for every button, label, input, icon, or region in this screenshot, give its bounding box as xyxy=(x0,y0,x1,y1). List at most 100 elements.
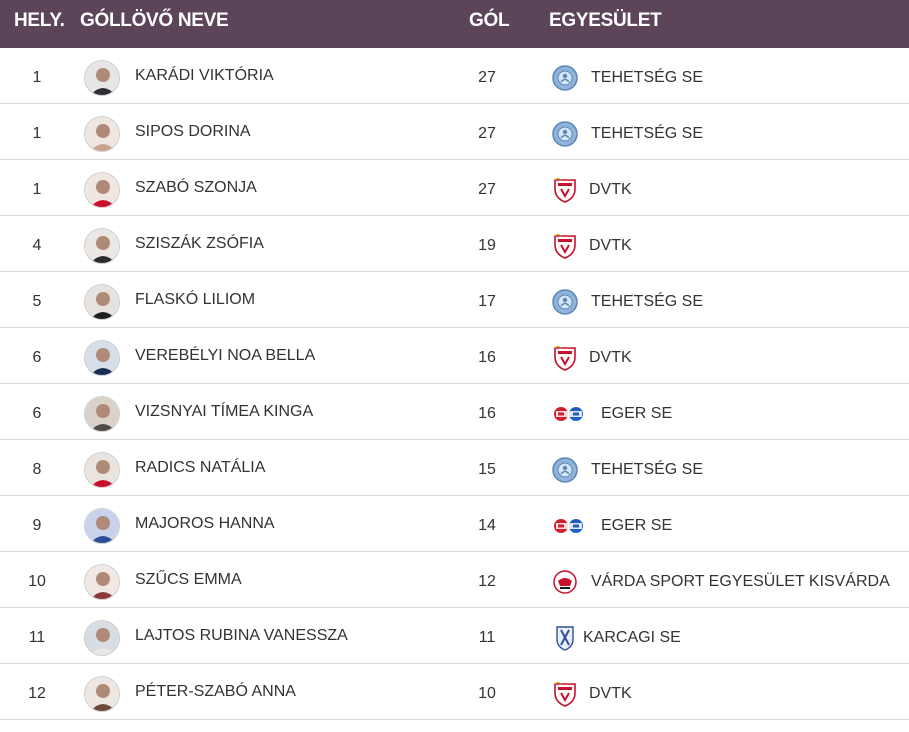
table-row[interactable]: 1 SZABÓ SZONJA 27 DVTK xyxy=(0,160,909,216)
tehetseg-crest-icon xyxy=(552,65,578,91)
table-row[interactable]: 1 KARÁDI VIKTÓRIA 27 TEHETSÉG SE xyxy=(0,48,909,104)
player-photo-icon xyxy=(85,397,119,431)
goals-cell: 11 xyxy=(478,629,496,646)
goals-cell: 10 xyxy=(478,685,496,702)
rank-cell: 6 xyxy=(32,349,42,366)
dvtk-crest-icon xyxy=(552,177,578,203)
player-avatar xyxy=(84,340,120,376)
column-header-rank: HELY. xyxy=(14,10,65,31)
goals-cell: 19 xyxy=(478,237,496,254)
club-name[interactable]: DVTK xyxy=(589,181,632,198)
player-photo-icon xyxy=(85,173,119,207)
rank-cell: 1 xyxy=(32,69,42,86)
player-avatar xyxy=(84,228,120,264)
club-name[interactable]: KARCAGI SE xyxy=(583,629,681,646)
rank-cell: 1 xyxy=(32,181,42,198)
table-row[interactable]: 4 SZISZÁK ZSÓFIA 19 DVTK xyxy=(0,216,909,272)
club-name[interactable]: TEHETSÉG SE xyxy=(591,461,704,478)
goals-cell: 27 xyxy=(478,181,496,198)
rank-cell: 5 xyxy=(32,293,42,310)
player-photo-icon xyxy=(85,677,119,711)
tehetseg-crest-icon xyxy=(552,289,578,315)
column-header-club: EGYESÜLET xyxy=(549,10,662,31)
player-avatar xyxy=(84,172,120,208)
goals-cell: 15 xyxy=(478,461,496,478)
player-photo-icon xyxy=(85,621,119,655)
table-row[interactable]: 5 FLASKÓ LILIOM 17 TEHETSÉG SE xyxy=(0,272,909,328)
player-photo-icon xyxy=(85,117,119,151)
goals-cell: 14 xyxy=(478,517,496,534)
player-name[interactable]: KARÁDI VIKTÓRIA xyxy=(135,67,274,84)
table-body: 1 KARÁDI VIKTÓRIA 27 TEHETSÉG SE 1 SIPOS… xyxy=(0,48,909,720)
player-name[interactable]: SIPOS DORINA xyxy=(135,123,251,140)
varda-crest-icon xyxy=(552,569,578,595)
rank-cell: 8 xyxy=(32,461,42,478)
dvtk-crest-icon xyxy=(552,345,578,371)
table-row[interactable]: 8 RADICS NATÁLIA 15 TEHETSÉG SE xyxy=(0,440,909,496)
eger-crest-icon xyxy=(552,514,586,538)
club-name[interactable]: EGER SE xyxy=(601,517,673,534)
goals-cell: 16 xyxy=(478,349,496,366)
rank-cell: 6 xyxy=(32,405,42,422)
rank-cell: 9 xyxy=(32,517,42,534)
dvtk-crest-icon xyxy=(552,681,578,707)
tehetseg-crest-icon xyxy=(552,121,578,147)
player-name[interactable]: RADICS NATÁLIA xyxy=(135,459,266,476)
rank-cell: 12 xyxy=(28,685,46,702)
club-name[interactable]: TEHETSÉG SE xyxy=(591,69,704,86)
player-avatar xyxy=(84,60,120,96)
player-name[interactable]: SZISZÁK ZSÓFIA xyxy=(135,235,264,252)
table-row[interactable]: 12 PÉTER-SZABÓ ANNA 10 DVTK xyxy=(0,664,909,720)
player-photo-icon xyxy=(85,285,119,319)
goals-cell: 16 xyxy=(478,405,496,422)
club-name[interactable]: DVTK xyxy=(589,349,632,366)
goals-cell: 17 xyxy=(478,293,496,310)
column-header-goals: GÓL xyxy=(469,10,510,31)
tehetseg-crest-icon xyxy=(552,457,578,483)
player-name[interactable]: SZABÓ SZONJA xyxy=(135,179,257,196)
player-name[interactable]: SZŰCS EMMA xyxy=(135,571,242,588)
column-header-name: GÓLLÖVŐ NEVE xyxy=(80,10,229,31)
player-photo-icon xyxy=(85,341,119,375)
player-name[interactable]: LAJTOS RUBINA VANESSZA xyxy=(135,627,348,644)
table-header: HELY. GÓLLÖVŐ NEVE GÓL EGYESÜLET xyxy=(0,0,909,48)
club-name[interactable]: VÁRDA SPORT EGYESÜLET KISVÁRDA xyxy=(591,573,890,590)
table-row[interactable]: 11 LAJTOS RUBINA VANESSZA 11 KARCAGI SE xyxy=(0,608,909,664)
table-row[interactable]: 1 SIPOS DORINA 27 TEHETSÉG SE xyxy=(0,104,909,160)
table-row[interactable]: 9 MAJOROS HANNA 14 EGER SE xyxy=(0,496,909,552)
player-avatar xyxy=(84,396,120,432)
club-name[interactable]: DVTK xyxy=(589,685,632,702)
player-photo-icon xyxy=(85,565,119,599)
club-name[interactable]: EGER SE xyxy=(601,405,673,422)
player-photo-icon xyxy=(85,61,119,95)
player-name[interactable]: VEREBÉLYI NOA BELLA xyxy=(135,347,316,364)
goals-cell: 12 xyxy=(478,573,496,590)
player-avatar xyxy=(84,284,120,320)
goals-cell: 27 xyxy=(478,69,496,86)
rank-cell: 1 xyxy=(32,125,42,142)
eger-crest-icon xyxy=(552,402,586,426)
player-name[interactable]: FLASKÓ LILIOM xyxy=(135,291,256,308)
player-name[interactable]: MAJOROS HANNA xyxy=(135,515,275,532)
club-name[interactable]: TEHETSÉG SE xyxy=(591,293,704,310)
rank-cell: 10 xyxy=(28,573,46,590)
player-photo-icon xyxy=(85,229,119,263)
table-row[interactable]: 10 SZŰCS EMMA 12 VÁRDA SPORT EGYESÜLET K… xyxy=(0,552,909,608)
player-name[interactable]: PÉTER-SZABÓ ANNA xyxy=(135,683,296,700)
player-photo-icon xyxy=(85,509,119,543)
table-row[interactable]: 6 VEREBÉLYI NOA BELLA 16 DVTK xyxy=(0,328,909,384)
player-avatar xyxy=(84,116,120,152)
goals-cell: 27 xyxy=(478,125,496,142)
club-name[interactable]: TEHETSÉG SE xyxy=(591,125,704,142)
rank-cell: 11 xyxy=(28,629,46,646)
player-avatar xyxy=(84,676,120,712)
table-row[interactable]: 6 VIZSNYAI TÍMEA KINGA 16 EGER SE xyxy=(0,384,909,440)
club-name[interactable]: DVTK xyxy=(589,237,632,254)
player-avatar xyxy=(84,620,120,656)
rank-cell: 4 xyxy=(32,237,42,254)
player-avatar xyxy=(84,564,120,600)
player-avatar xyxy=(84,452,120,488)
player-name[interactable]: VIZSNYAI TÍMEA KINGA xyxy=(135,403,314,420)
karcag-crest-icon xyxy=(552,625,578,651)
